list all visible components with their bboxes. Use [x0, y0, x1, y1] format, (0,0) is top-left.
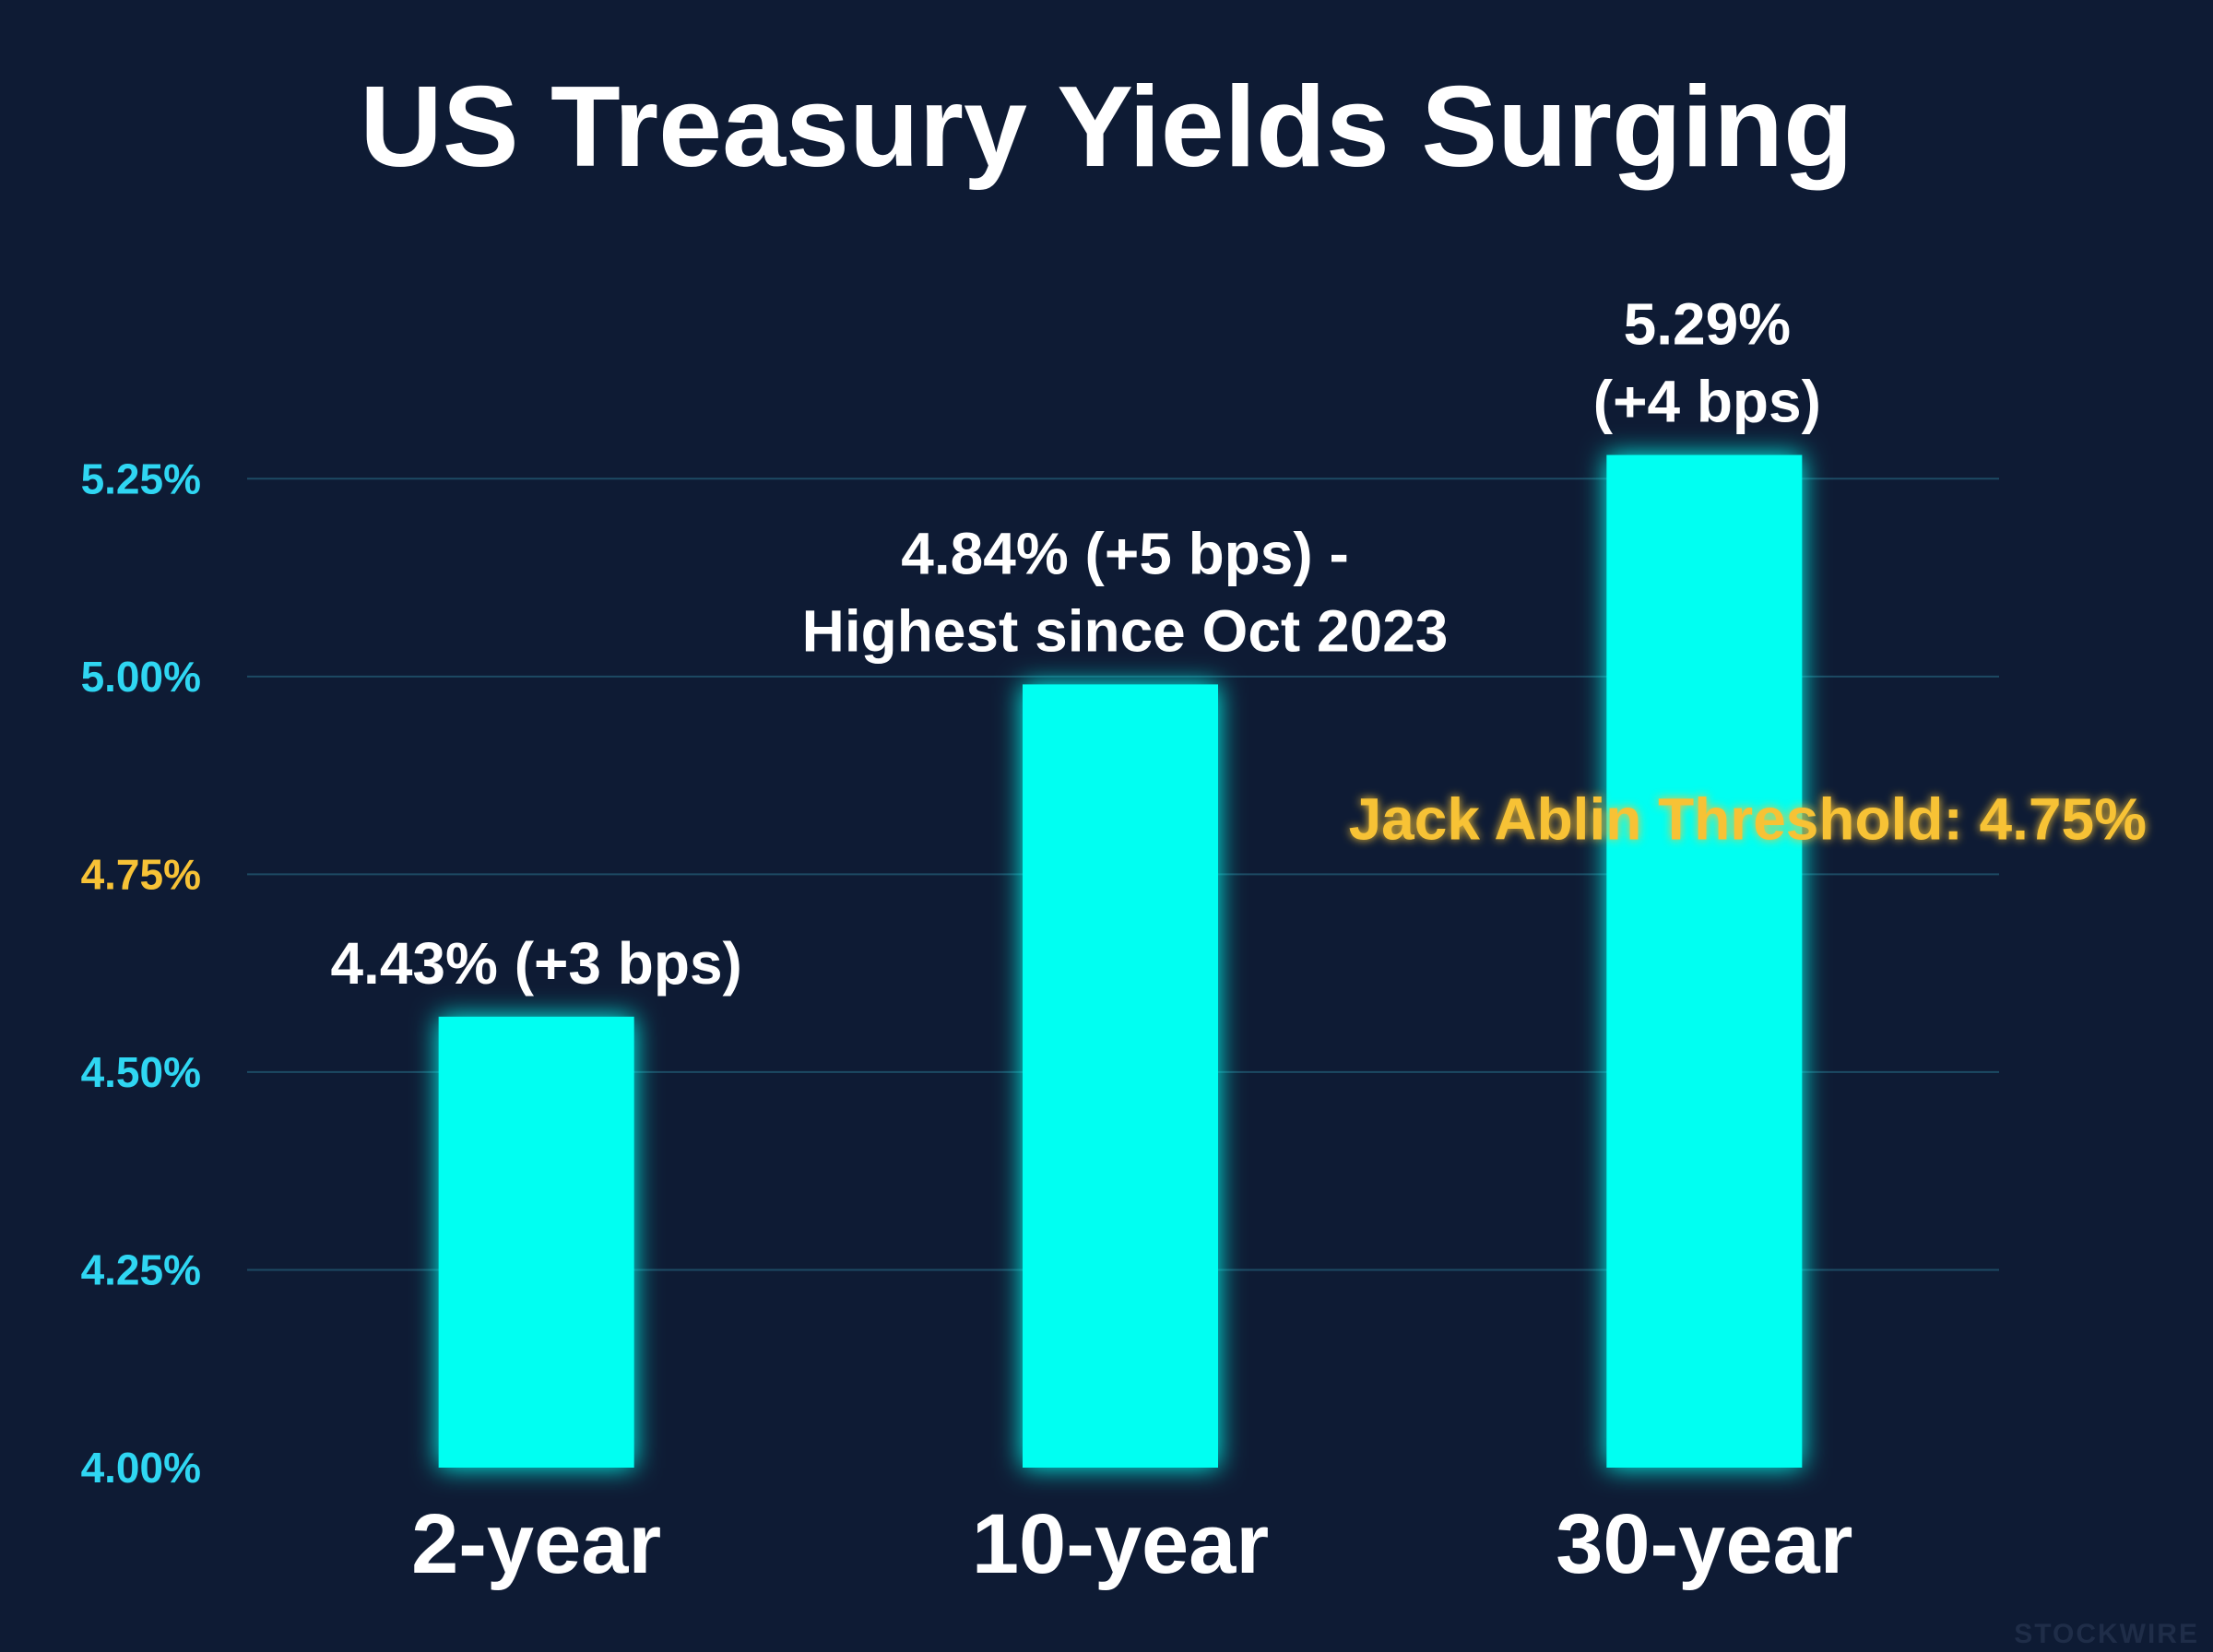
data-label: 4.84% (+5 bps) - [901, 520, 1349, 586]
data-label: 4.43% (+3 bps) [330, 930, 741, 997]
y-tick-label: 5.00% [81, 653, 201, 701]
watermark: STOCKWIRE [2014, 1619, 2199, 1649]
chart-title: US Treasury Yields Surging [360, 64, 1852, 191]
x-category-label: 30-year [1556, 1497, 1852, 1591]
y-tick-label: 4.25% [81, 1245, 201, 1293]
bars-layer [438, 454, 1803, 1468]
y-tick-label: 5.25% [81, 454, 201, 502]
axes-layer [245, 380, 1999, 1469]
bar [438, 1016, 634, 1468]
data-label: 5.29% [1624, 291, 1791, 358]
x-category-label: 10-year [972, 1497, 1269, 1591]
y-tick-label: 4.75% [81, 850, 201, 898]
y-tick-label: 4.50% [81, 1048, 201, 1096]
y-tick-label: 4.00% [81, 1444, 201, 1492]
bar [1606, 454, 1803, 1468]
threshold-label: Jack Ablin Threshold: 4.75% [1349, 785, 2147, 852]
bar [1023, 684, 1218, 1468]
data-label: Highest since Oct 2023 [802, 597, 1449, 664]
data-label: (+4 bps) [1593, 369, 1821, 435]
x-category-label: 2-year [411, 1497, 661, 1591]
labels-layer: 4.00% 4.25% 4.50% 4.75% 5.00% 5.25% 2-year 10-y… [81, 291, 1853, 1591]
threshold-layer: Jack Ablin Threshold: 4.75% [251, 785, 2147, 880]
